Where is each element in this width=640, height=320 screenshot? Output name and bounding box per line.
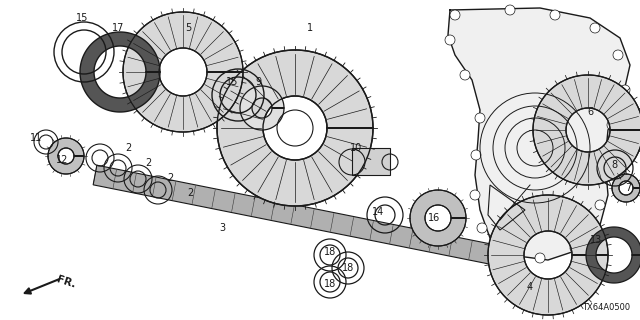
Circle shape [590,23,600,33]
Circle shape [595,200,605,210]
Text: 15: 15 [76,13,88,23]
Circle shape [605,160,615,170]
Circle shape [477,223,487,233]
Polygon shape [410,190,466,246]
Polygon shape [48,138,84,174]
Circle shape [471,150,481,160]
Circle shape [505,5,515,15]
Text: 2: 2 [125,143,131,153]
Circle shape [613,50,623,60]
Text: 10: 10 [350,143,362,153]
Circle shape [495,247,505,257]
Text: 2: 2 [167,173,173,183]
Text: 17: 17 [112,23,124,33]
Polygon shape [352,148,390,175]
Circle shape [470,190,480,200]
Polygon shape [80,32,160,112]
Text: 9: 9 [255,77,261,87]
Text: 12: 12 [56,155,68,165]
Text: 15: 15 [226,77,238,87]
Text: 8: 8 [611,160,617,170]
Polygon shape [533,75,640,185]
Text: 7: 7 [625,183,631,193]
Polygon shape [612,174,640,202]
Text: 2: 2 [187,188,193,198]
Circle shape [570,243,580,253]
Text: 1: 1 [307,23,313,33]
Text: 14: 14 [372,207,384,217]
Polygon shape [586,227,640,283]
Text: 6: 6 [587,107,593,117]
Circle shape [445,35,455,45]
Text: 2: 2 [145,158,151,168]
Circle shape [550,10,560,20]
Text: 4: 4 [527,282,533,292]
Polygon shape [488,195,608,315]
Polygon shape [123,12,243,132]
Text: 18: 18 [324,247,336,257]
Polygon shape [240,86,284,130]
Circle shape [620,85,630,95]
Text: 18: 18 [342,263,354,273]
Circle shape [450,10,460,20]
Polygon shape [217,50,373,206]
Text: TX64A0500: TX64A0500 [582,303,630,312]
Polygon shape [93,165,512,268]
Text: 11: 11 [30,133,42,143]
Text: 5: 5 [185,23,191,33]
Text: 16: 16 [428,213,440,223]
Circle shape [535,253,545,263]
Circle shape [607,120,617,130]
Text: 18: 18 [324,279,336,289]
Circle shape [460,70,470,80]
Polygon shape [448,8,630,260]
Text: 3: 3 [219,223,225,233]
Circle shape [475,113,485,123]
Text: FR.: FR. [55,274,77,290]
Text: 13: 13 [590,235,602,245]
